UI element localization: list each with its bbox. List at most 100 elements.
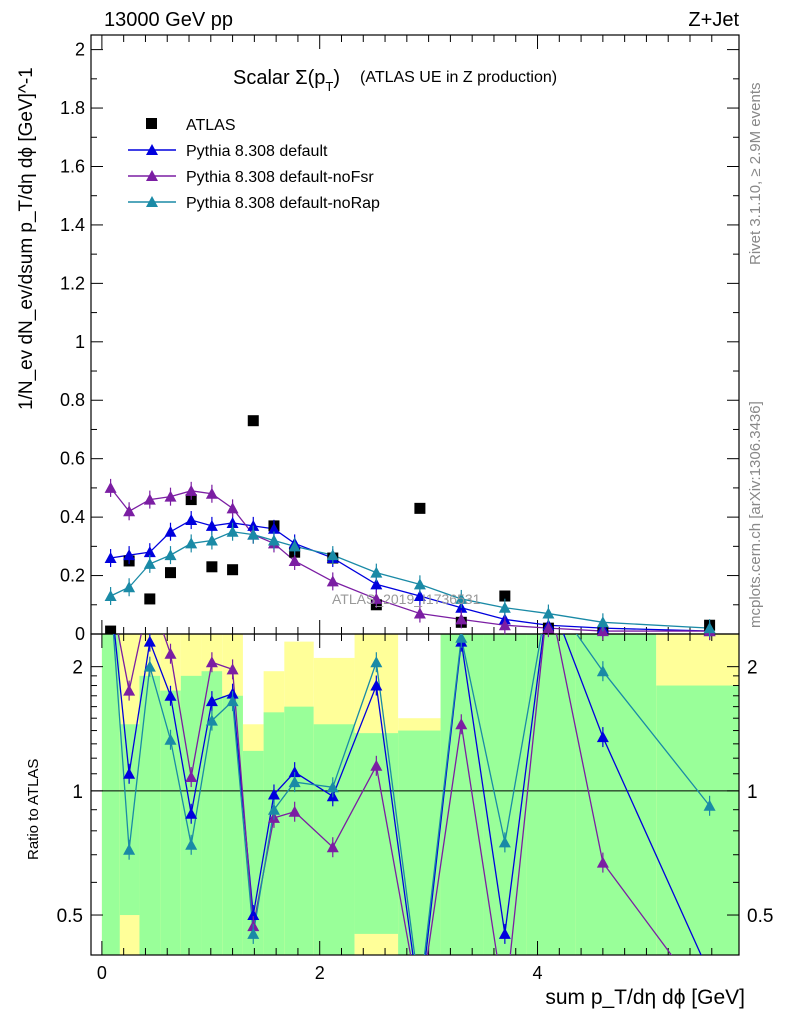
lower-y-tick-label-right: 1 bbox=[747, 782, 758, 803]
x-tick-label: 2 bbox=[315, 963, 325, 983]
plot-title-close: ) bbox=[333, 67, 340, 89]
series-point bbox=[498, 601, 511, 613]
series-point bbox=[542, 622, 555, 634]
ratio-point bbox=[370, 679, 383, 691]
ratio-band-green bbox=[139, 675, 161, 955]
ratio-point-group bbox=[455, 634, 468, 648]
legend-norap-marker bbox=[146, 196, 158, 207]
ratio-point bbox=[370, 759, 383, 771]
ratio-point bbox=[164, 733, 177, 745]
series-point bbox=[413, 578, 426, 590]
ratio-point-group bbox=[414, 997, 426, 1017]
ratio-point bbox=[703, 799, 716, 811]
series-point bbox=[123, 581, 136, 593]
x-axis-label: sum p_T/dη dϕ [GeV] bbox=[545, 986, 745, 1009]
ratio-point bbox=[185, 771, 198, 783]
upper-y-tick-label: 1.4 bbox=[60, 215, 85, 235]
watermark: ATLAS_2019_I1736531 bbox=[332, 591, 481, 607]
upper-y-tick-label: 1 bbox=[75, 332, 85, 352]
series-point bbox=[143, 493, 156, 505]
ratio-point-group bbox=[143, 656, 156, 677]
plot-title-main: Scalar Σ(p bbox=[233, 67, 325, 89]
upper-y-tick-label: 2 bbox=[75, 40, 85, 60]
series-point bbox=[267, 522, 280, 534]
x-tick-label: 4 bbox=[533, 963, 543, 983]
series-point bbox=[104, 552, 117, 564]
upper-y-tick-label: 0.6 bbox=[60, 449, 85, 469]
series-point bbox=[288, 554, 301, 566]
ratio-point bbox=[455, 634, 468, 643]
ratio-point bbox=[414, 989, 426, 1000]
lower-y-tick-label: 0.5 bbox=[57, 906, 83, 927]
series-point bbox=[226, 516, 239, 528]
ratio-point bbox=[143, 660, 156, 672]
ratio-band-green bbox=[526, 634, 576, 955]
ratio-band-green bbox=[160, 690, 181, 955]
legend-item-atlas: ATLAS bbox=[146, 117, 236, 134]
legend-nofsr-label: Pythia 8.308 default-noFsr bbox=[186, 169, 374, 186]
ratio-point bbox=[498, 836, 511, 848]
ratio-point-group bbox=[164, 685, 177, 706]
atlas-point bbox=[247, 415, 259, 427]
ratio-point bbox=[267, 788, 280, 800]
series-point bbox=[205, 534, 218, 546]
lower-y-tick-label: 2 bbox=[72, 658, 83, 679]
ratio-point-group bbox=[414, 985, 426, 1005]
legend-default-label: Pythia 8.308 default bbox=[186, 143, 328, 160]
ratio-point-group bbox=[288, 772, 301, 793]
series-line-ratio bbox=[112, 634, 711, 955]
lower-y-label: Ratio to ATLAS bbox=[25, 759, 42, 860]
series-point bbox=[185, 514, 198, 526]
ratio-point-group bbox=[164, 643, 177, 664]
plot-title-sub: T bbox=[325, 79, 333, 94]
atlas-point bbox=[105, 625, 117, 634]
ratio-point-group bbox=[326, 777, 339, 798]
series-point bbox=[370, 566, 383, 578]
ratio-point bbox=[205, 695, 218, 707]
upper-y-label: 1/N_ev dN_ev/dsum p_T/dη dϕ [GeV]^-1 bbox=[16, 67, 37, 410]
series-point bbox=[104, 481, 117, 493]
ratio-band-green bbox=[656, 685, 739, 955]
upper-y-tick-label: 1.6 bbox=[60, 156, 85, 176]
series-point bbox=[326, 549, 339, 561]
header-left: 13000 GeV pp bbox=[104, 9, 233, 31]
ratio-point bbox=[164, 647, 177, 659]
ratio-point-group bbox=[123, 763, 136, 784]
ratio-point-group bbox=[267, 799, 280, 820]
legend-atlas-marker bbox=[146, 118, 157, 129]
series-point bbox=[413, 590, 426, 602]
series-point bbox=[370, 592, 383, 604]
ratio-point bbox=[455, 718, 468, 730]
ratio-point-group bbox=[498, 832, 511, 853]
series-point bbox=[123, 505, 136, 517]
series-line-upper bbox=[110, 487, 710, 632]
legend-nofsr-marker bbox=[146, 170, 158, 181]
series-point bbox=[267, 534, 280, 546]
ratio-point bbox=[247, 927, 260, 939]
atlas-point bbox=[206, 561, 218, 573]
ratio-point bbox=[498, 927, 511, 939]
x-tick-label: 0 bbox=[97, 963, 107, 983]
ratio-point bbox=[123, 684, 136, 696]
ratio-point bbox=[164, 689, 177, 701]
ratio-point bbox=[414, 1001, 426, 1012]
series-point bbox=[143, 546, 156, 558]
ratio-band-green bbox=[440, 634, 484, 955]
ratio-point bbox=[288, 766, 301, 778]
legend: ATLAS Pythia 8.308 default Pythia 8.308 … bbox=[128, 117, 380, 212]
ratio-point-group bbox=[596, 727, 609, 748]
ratio-point-group bbox=[123, 680, 136, 701]
series-point bbox=[455, 613, 468, 625]
series-point bbox=[703, 622, 716, 634]
plot-title: Scalar Σ(pT) bbox=[233, 67, 340, 94]
series-point bbox=[542, 607, 555, 619]
ratio-point-group bbox=[185, 803, 198, 824]
ratio-point-group bbox=[455, 714, 468, 735]
ratio-band-green bbox=[313, 724, 355, 955]
axis-ticks: 0 0.2 0.4 0.6 0.8 1 1.2 1.4 1.6 1.8 2 0 2 4 0.5 0.5 1 1 2 2 bbox=[57, 35, 773, 983]
ratio-point-group bbox=[596, 852, 609, 873]
ratio-band-green bbox=[575, 634, 657, 955]
ratio-point-group bbox=[370, 675, 383, 696]
ratio-point bbox=[185, 807, 198, 819]
ratio-point bbox=[596, 665, 609, 677]
